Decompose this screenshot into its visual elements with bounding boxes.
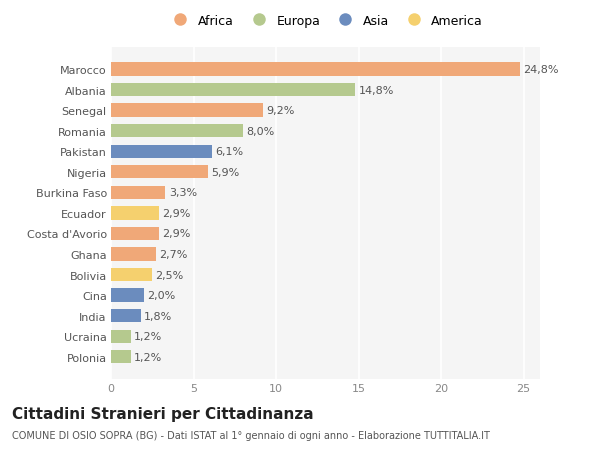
Legend: Africa, Europa, Asia, America: Africa, Europa, Asia, America: [168, 15, 483, 28]
Bar: [111, 63, 520, 77]
Bar: [111, 309, 141, 323]
Bar: [111, 166, 208, 179]
Text: 2,5%: 2,5%: [155, 270, 184, 280]
Text: 1,2%: 1,2%: [134, 352, 163, 362]
Text: 3,3%: 3,3%: [169, 188, 197, 198]
Bar: [111, 350, 131, 364]
Bar: [111, 84, 355, 97]
Bar: [111, 269, 152, 282]
Text: 24,8%: 24,8%: [524, 65, 559, 75]
Bar: [111, 289, 144, 302]
Bar: [111, 104, 263, 118]
Text: 2,9%: 2,9%: [162, 229, 191, 239]
Text: 2,9%: 2,9%: [162, 208, 191, 218]
Text: 14,8%: 14,8%: [359, 85, 394, 95]
Text: 2,7%: 2,7%: [159, 249, 187, 259]
Text: 9,2%: 9,2%: [266, 106, 295, 116]
Text: COMUNE DI OSIO SOPRA (BG) - Dati ISTAT al 1° gennaio di ogni anno - Elaborazione: COMUNE DI OSIO SOPRA (BG) - Dati ISTAT a…: [12, 431, 490, 441]
Text: 1,2%: 1,2%: [134, 331, 163, 341]
Text: Cittadini Stranieri per Cittadinanza: Cittadini Stranieri per Cittadinanza: [12, 406, 314, 421]
Text: 6,1%: 6,1%: [215, 147, 243, 157]
Bar: [111, 207, 159, 220]
Text: 5,9%: 5,9%: [212, 168, 240, 178]
Bar: [111, 227, 159, 241]
Bar: [111, 330, 131, 343]
Text: 8,0%: 8,0%: [247, 126, 275, 136]
Bar: [111, 248, 155, 261]
Text: 2,0%: 2,0%: [148, 291, 176, 301]
Bar: [111, 186, 166, 200]
Bar: [111, 145, 212, 158]
Text: 1,8%: 1,8%: [144, 311, 172, 321]
Bar: [111, 125, 243, 138]
